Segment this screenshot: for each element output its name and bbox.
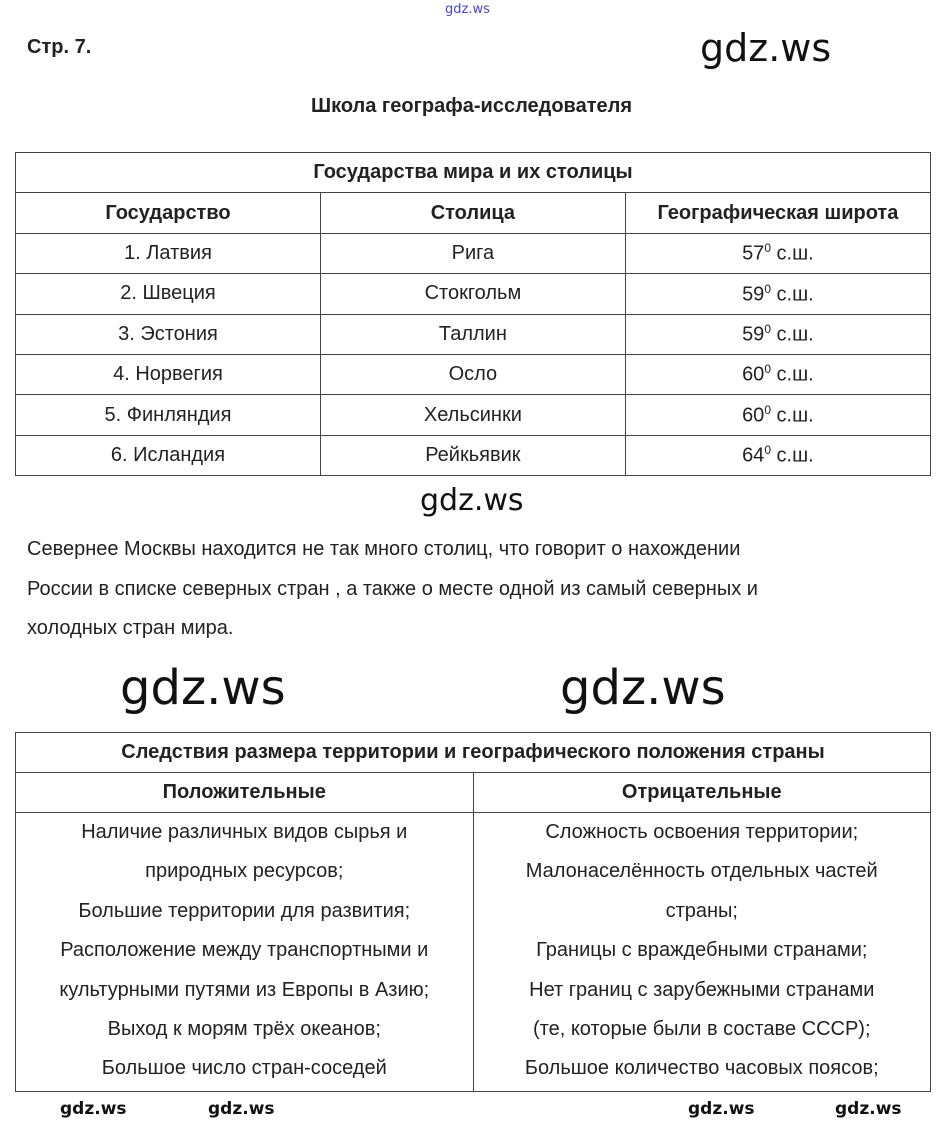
watermark: gdz.ws [700,26,832,70]
latitude-cell: 590 с.ш. [624,313,932,355]
table-row: 1. Латвия Рига 570 с.ш. [15,232,932,275]
country-cell: 4. Норвегия [15,353,321,396]
negative-list: Сложность освоения территории; Малонаселё… [472,812,932,1092]
degree-mark: 0 [764,241,771,256]
degree-mark: 0 [764,443,771,458]
column-header: Государство [15,192,321,234]
latitude-cell: 570 с.ш. [624,232,932,275]
watermark: gdz.ws [445,2,490,17]
capital-cell: Осло [319,353,626,396]
watermark: gdz.ws [560,660,726,716]
capital-cell: Таллин [319,313,626,355]
negative-item: Нет границ с зарубежными странами [529,978,875,1001]
latitude-cell: 600 с.ш. [624,353,932,396]
capitals-table: Государства мира и их столицы Государств… [15,151,932,477]
country-cell: 5. Финляндия [15,394,321,436]
paragraph-line: холодных стран мира. [27,617,234,639]
negative-item: Большое количество часовых поясов; [524,1057,879,1080]
degree-mark: 0 [764,362,771,377]
latitude-cell: 590 с.ш. [624,273,932,315]
capital-cell: Хельсинки [319,394,626,436]
paragraph-line: России в списке северных стран , а также… [27,577,758,600]
latitude-cell: 600 с.ш. [624,394,932,436]
watermark: gdz.ws [835,1099,902,1119]
latitude-value: 59 [742,323,765,346]
latitude-value: 57 [742,242,765,265]
degree-mark: 0 [764,281,771,296]
column-header: Столица [319,192,626,234]
table-row: 6. Исландия Рейкьявик 640 с.ш. [15,434,932,477]
column-header: Географическая широта [624,192,932,234]
latitude-suffix: с.ш. [771,404,814,427]
latitude-cell: 640 с.ш. [624,434,932,477]
positive-item: культурными путями из Европы в Азию; [59,978,430,1001]
latitude-value: 60 [742,363,765,386]
table-caption: Государства мира и их столицы [15,151,931,194]
watermark: gdz.ws [208,1099,275,1119]
positive-item: Выход к морям трёх океанов; [107,1018,381,1041]
document-title: Школа географа-исследователя [310,95,633,117]
watermark: gdz.ws [60,1099,127,1119]
paragraph: Севернее Москвы находится не так много с… [27,530,907,649]
consequences-table: Следствия размера территории и географич… [15,732,932,1092]
positive-list: Наличие различных видов сырья и природных… [15,812,474,1092]
latitude-suffix: с.ш. [771,283,814,306]
negative-item: Границы с враждебными странами; [536,939,868,962]
table-caption: Следствия размера территории и географич… [15,732,931,773]
watermark: gdz.ws [420,483,524,518]
latitude-suffix: с.ш. [771,363,814,386]
negative-item: (те, которые были в составе СССР); [533,1018,871,1041]
page-label: Стр. 7. [27,36,92,58]
degree-mark: 0 [764,402,771,417]
column-header: Отрицательные [472,772,932,813]
latitude-value: 64 [742,444,765,467]
latitude-value: 60 [742,404,765,427]
positive-item: Большие территории для развития; [78,899,411,922]
positive-item: Наличие различных видов сырья и [81,821,408,843]
latitude-suffix: с.ш. [771,323,814,346]
latitude-value: 59 [742,283,765,306]
positive-item: Большое число стран-соседей [101,1057,387,1080]
watermark: gdz.ws [688,1099,755,1119]
capital-cell: Стокгольм [319,273,626,315]
positive-item: природных ресурсов; [145,860,344,883]
negative-item: Малонаселённость отдельных частей [525,860,878,883]
capital-cell: Рейкьявик [319,434,626,477]
positive-item: Расположение между транспортными и [60,939,429,962]
column-header: Положительные [15,772,474,813]
latitude-suffix: с.ш. [771,242,814,265]
watermark: gdz.ws [120,660,286,716]
country-cell: 2. Швеция [15,273,321,315]
table-row: 3. Эстония Таллин 590 с.ш. [15,313,932,355]
table-row: 2. Швеция Стокгольм 590 с.ш. [15,273,932,315]
country-cell: 3. Эстония [15,313,321,355]
paragraph-line: Севернее Москвы находится не так много с… [27,538,741,560]
latitude-suffix: с.ш. [771,444,814,467]
country-cell: 1. Латвия [15,232,321,275]
negative-item: страны; [665,899,738,922]
capital-cell: Рига [319,232,626,275]
country-cell: 6. Исландия [15,434,321,477]
table-row: 4. Норвегия Осло 600 с.ш. [15,353,932,396]
table-row: 5. Финляндия Хельсинки 600 с.ш. [15,394,932,436]
degree-mark: 0 [764,321,771,336]
negative-item: Сложность освоения территории; [545,821,859,843]
